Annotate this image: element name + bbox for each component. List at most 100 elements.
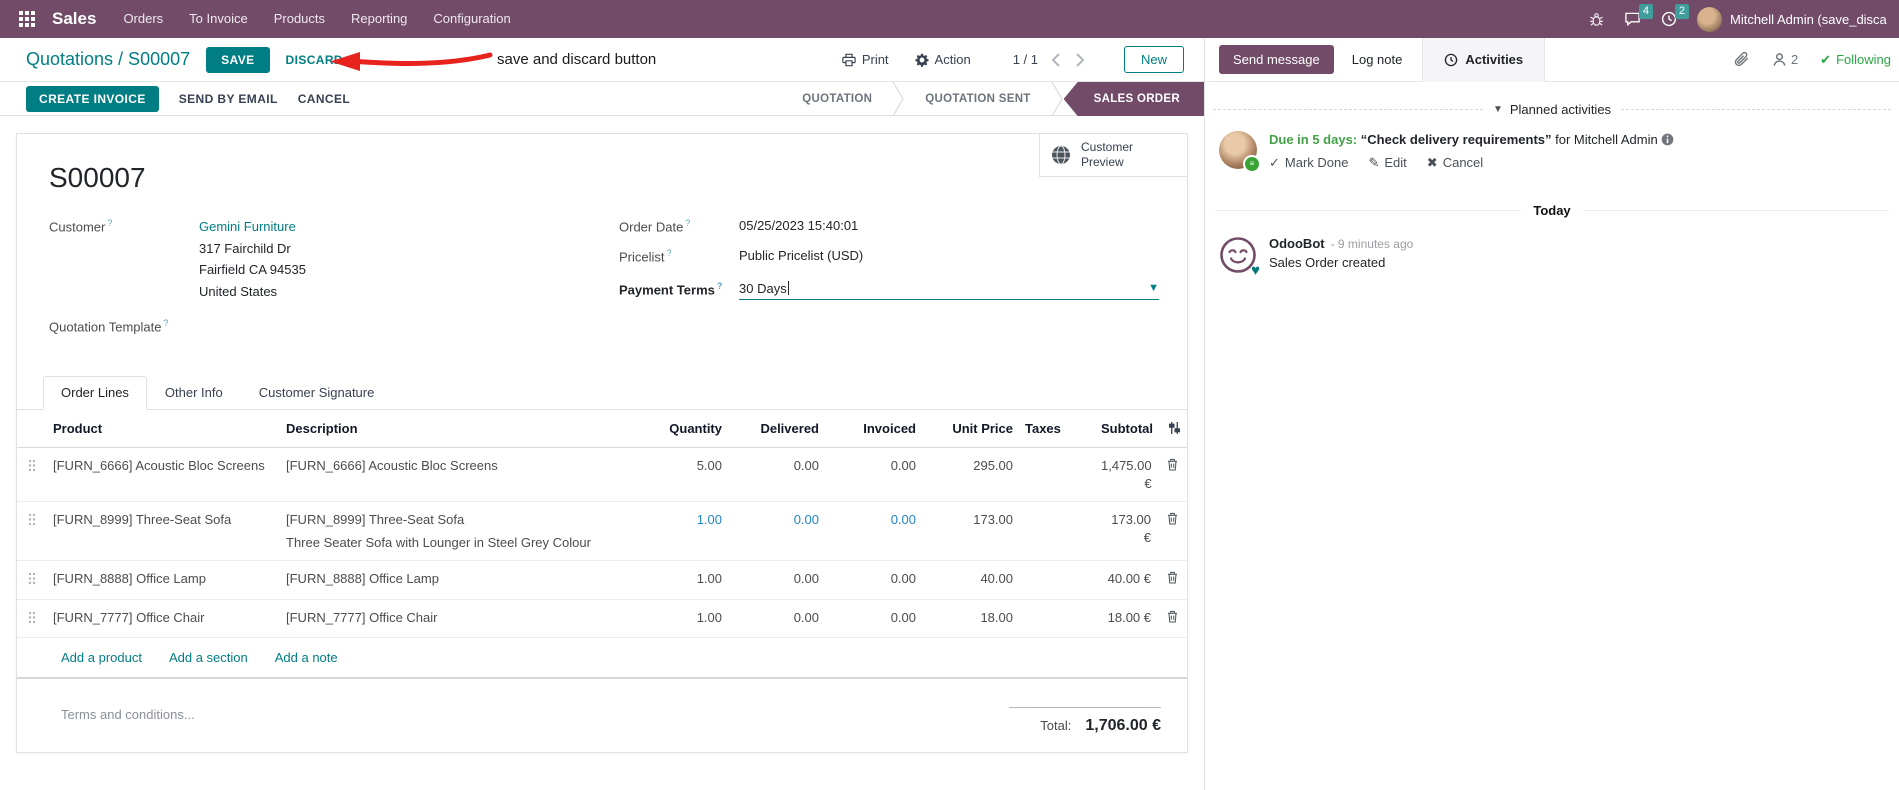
line-invoiced[interactable]: 0.00 [890,609,916,625]
line-delivered[interactable]: 0.00 [793,512,819,528]
drag-handle-icon[interactable] [28,572,36,585]
activities-button[interactable]: Activities [1422,37,1546,82]
terms-and-conditions-placeholder[interactable]: Terms and conditions... [61,707,195,723]
tab-other-info[interactable]: Other Info [164,384,223,400]
line-quantity[interactable]: 1.00 [696,609,722,625]
tab-customer-signature[interactable]: Customer Signature [258,384,375,400]
order-line-row[interactable]: [FURN_8888] Office Lamp [FURN_8888] Offi… [17,561,1187,600]
user-menu[interactable]: Mitchell Admin (save_discard [1697,6,1887,32]
drag-handle-icon[interactable] [28,459,36,472]
line-taxes[interactable] [1019,448,1095,466]
step-quotation-sent[interactable]: QUOTATION SENT [925,93,1031,105]
line-taxes[interactable] [1019,600,1095,618]
order-line-row[interactable]: [FURN_7777] Office Chair [FURN_7777] Off… [17,600,1187,639]
col-header-delivered[interactable]: Delivered [760,420,819,436]
message-author[interactable]: OdooBot [1269,235,1325,251]
column-settings-icon[interactable] [1168,421,1181,434]
app-name[interactable]: Sales [52,9,97,28]
line-description[interactable]: [FURN_6666] Acoustic Bloc Screens [286,458,498,474]
customer-link[interactable]: Gemini Furniture [199,219,296,234]
breadcrumb[interactable]: Quotations / S00007 [26,49,191,69]
payment-terms-input[interactable]: 30 Days ▼ [739,281,1159,300]
line-product[interactable]: [FURN_8999] Three-Seat Sofa [53,512,232,528]
drag-handle-icon[interactable] [28,611,36,624]
log-note-button[interactable]: Log note [1351,52,1403,67]
nav-item-orders[interactable]: Orders [123,11,164,26]
line-taxes[interactable] [1019,561,1095,579]
col-header-invoiced[interactable]: Invoiced [863,420,916,436]
step-quotation[interactable]: QUOTATION [802,93,873,105]
line-delivered[interactable]: 0.00 [793,609,819,625]
line-unit-price[interactable]: 173.00 [973,512,1013,528]
new-button[interactable]: New [1123,46,1184,73]
info-icon[interactable] [1661,133,1674,146]
add-a-product-link[interactable]: Add a product [61,650,142,666]
nav-item-configuration[interactable]: Configuration [433,11,511,26]
discard-button[interactable]: DISCARD [285,52,343,67]
planned-activities-toggle[interactable]: ▼ Planned activities [1493,102,1611,117]
col-header-product[interactable]: Product [53,420,103,436]
mark-done-button[interactable]: ✓ Mark Done [1269,154,1349,171]
line-invoiced[interactable]: 0.00 [890,571,916,587]
nav-item-products[interactable]: Products [273,11,326,26]
line-product[interactable]: [FURN_7777] Office Chair [53,609,205,625]
line-description[interactable]: [FURN_8888] Office Lamp [286,571,439,587]
pager-previous-icon[interactable] [1051,52,1061,67]
attachment-paperclip-icon[interactable] [1733,51,1750,68]
line-unit-price[interactable]: 40.00 [980,571,1013,587]
following-button[interactable]: ✔ Following [1820,52,1891,68]
line-product[interactable]: [FURN_6666] Acoustic Bloc Screens [53,458,265,474]
col-header-subtotal[interactable]: Subtotal [1101,420,1153,436]
cancel-button[interactable]: CANCEL [297,91,351,106]
add-a-note-link[interactable]: Add a note [274,650,338,666]
line-invoiced[interactable]: 0.00 [890,512,916,528]
create-invoice-button[interactable]: CREATE INVOICE [26,85,159,112]
col-header-taxes[interactable]: Taxes [1025,420,1061,436]
chatter-message: ♥ OdooBot - 9 minutes ago Sales Order cr… [1205,235,1899,279]
nav-item-to-invoice[interactable]: To Invoice [189,11,248,26]
cancel-activity-button[interactable]: ✖ Cancel [1426,154,1484,171]
pricelist-value[interactable]: Public Pricelist (USD) [739,248,864,264]
drag-handle-icon[interactable] [28,513,36,526]
dropdown-caret-icon[interactable]: ▼ [1148,282,1159,295]
line-invoiced[interactable]: 0.00 [890,458,916,474]
col-header-quantity[interactable]: Quantity [669,420,722,436]
add-a-section-link[interactable]: Add a section [168,650,248,666]
line-delivered[interactable]: 0.00 [793,458,819,474]
debug-bug-icon[interactable] [1589,12,1604,27]
messages-icon[interactable]: 4 [1624,4,1653,27]
action-button[interactable]: Action [914,52,971,67]
activities-clock-icon[interactable]: 2 [1661,4,1689,27]
line-product[interactable]: [FURN_8888] Office Lamp [53,571,206,587]
line-quantity[interactable]: 5.00 [696,458,722,474]
col-header-unit-price[interactable]: Unit Price [952,420,1013,436]
order-date-value[interactable]: 05/25/2023 15:40:01 [739,218,859,233]
customer-preview-button[interactable]: Customer Preview [1039,134,1187,177]
line-description[interactable]: [FURN_8999] Three-Seat Sofa Three Seater… [280,502,642,560]
line-quantity[interactable]: 1.00 [696,512,722,528]
pager-next-icon[interactable] [1075,52,1084,67]
line-unit-price[interactable]: 18.00 [980,609,1013,625]
edit-activity-button[interactable]: ✎ Edit [1368,154,1407,171]
delete-line-icon[interactable] [1167,571,1178,584]
line-delivered[interactable]: 0.00 [793,571,819,587]
send-message-button[interactable]: Send message [1219,45,1334,74]
order-line-row[interactable]: [FURN_6666] Acoustic Bloc Screens [FURN_… [17,448,1187,503]
line-quantity[interactable]: 1.00 [696,571,722,587]
delete-line-icon[interactable] [1167,610,1178,623]
line-unit-price[interactable]: 295.00 [973,458,1013,474]
line-taxes[interactable] [1019,502,1095,520]
save-button[interactable]: SAVE [206,46,270,73]
step-sales-order-active[interactable]: SALES ORDER [1063,82,1204,116]
tab-order-lines[interactable]: Order Lines [43,375,147,410]
col-header-description[interactable]: Description [286,420,358,436]
order-line-row[interactable]: [FURN_8999] Three-Seat Sofa [FURN_8999] … [17,502,1187,562]
followers-button[interactable]: 2 [1772,52,1798,67]
nav-item-reporting[interactable]: Reporting [351,11,408,26]
delete-line-icon[interactable] [1167,512,1178,525]
delete-line-icon[interactable] [1167,458,1178,471]
line-description[interactable]: [FURN_7777] Office Chair [286,609,438,625]
print-button[interactable]: Print [842,52,889,67]
send-by-email-button[interactable]: SEND BY EMAIL [178,91,278,106]
apps-menu-icon[interactable] [10,0,44,38]
